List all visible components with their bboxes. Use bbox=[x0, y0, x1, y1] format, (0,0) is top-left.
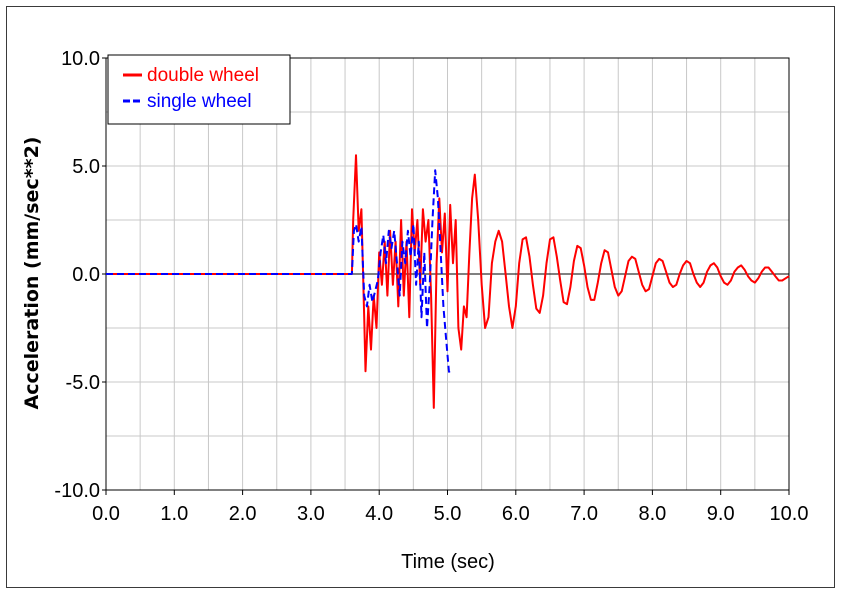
series-line-double-wheel bbox=[106, 154, 790, 409]
x-tick-label: 5.0 bbox=[434, 503, 462, 525]
x-tick-label: 2.0 bbox=[229, 503, 257, 525]
legend-label-double-wheel: double wheel bbox=[147, 65, 259, 86]
x-tick-label: 7.0 bbox=[570, 503, 598, 525]
series-line-single-wheel bbox=[106, 169, 452, 376]
x-tick-label: 1.0 bbox=[160, 503, 188, 525]
legend: double wheel single wheel bbox=[107, 54, 291, 125]
series-lines bbox=[106, 154, 790, 409]
x-tick-label: 8.0 bbox=[638, 503, 666, 525]
y-tick-label: 0.0 bbox=[72, 264, 100, 286]
y-tick-label: 5.0 bbox=[72, 156, 100, 178]
x-tick-label: 10.0 bbox=[770, 503, 809, 525]
x-tick-label: 0.0 bbox=[92, 503, 120, 525]
y-tick-label: -5.0 bbox=[66, 372, 100, 394]
x-tick-label: 3.0 bbox=[297, 503, 325, 525]
x-tick-label: 4.0 bbox=[365, 503, 393, 525]
x-tick-label: 6.0 bbox=[502, 503, 530, 525]
x-tick-label: 9.0 bbox=[707, 503, 735, 525]
legend-label-single-wheel: single wheel bbox=[147, 91, 252, 112]
y-axis-title: Acceleration (mm/sec**2) bbox=[21, 137, 43, 410]
x-axis-title: Time (sec) bbox=[401, 551, 495, 573]
x-tick-labels: 0.0 1.0 2.0 3.0 4.0 5.0 6.0 7.0 8.0 9.0 10.0 bbox=[92, 490, 808, 525]
legend-box bbox=[107, 54, 291, 125]
y-tick-labels: 10.0 5.0 0.0 -5.0 -10.0 bbox=[54, 48, 106, 502]
y-tick-label: -10.0 bbox=[54, 480, 100, 502]
y-tick-label: 10.0 bbox=[61, 48, 100, 70]
